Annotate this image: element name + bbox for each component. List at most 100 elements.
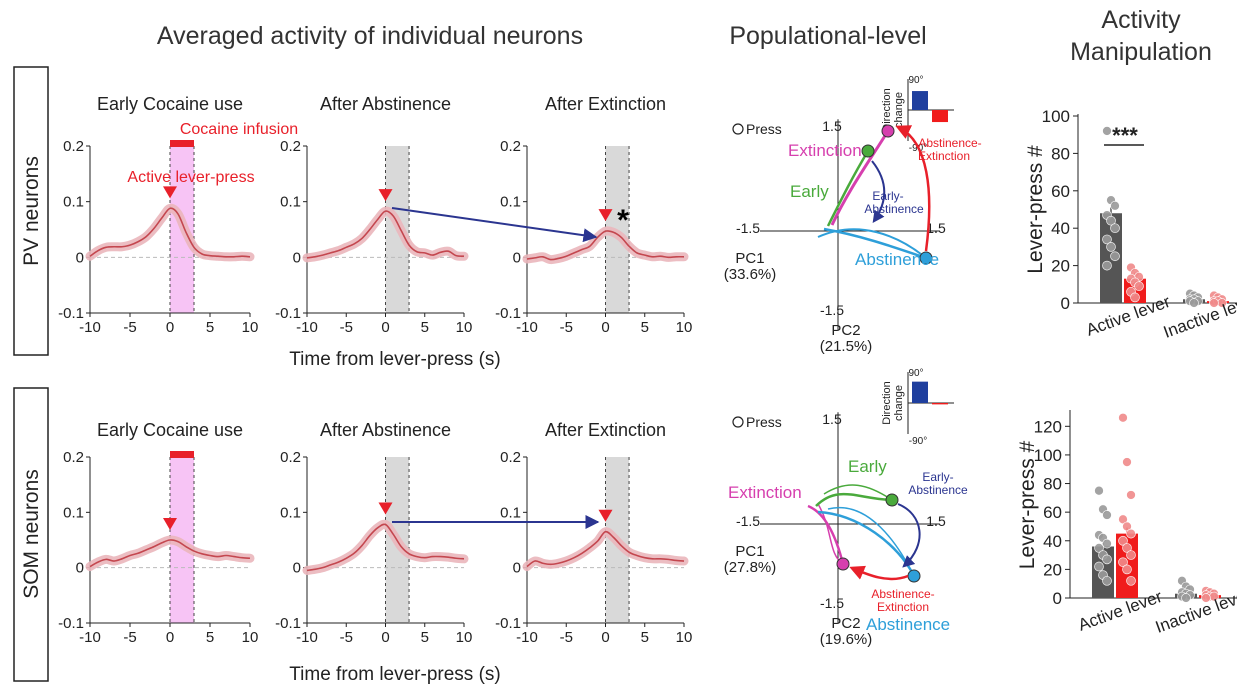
x-tick-label: -5 bbox=[340, 629, 353, 646]
bar-dot bbox=[1110, 251, 1120, 262]
header-manipulation-line1: Activity bbox=[1101, 6, 1181, 34]
press-legend-marker bbox=[732, 123, 744, 135]
x-tick-label: -10 bbox=[516, 629, 538, 646]
x-tick-label: 10 bbox=[456, 319, 473, 336]
early-point bbox=[861, 144, 875, 158]
panel-som-early-cocaine: Early Cocaine use 0.2 0.1 0 -0.1-10 -5 0 5 10 bbox=[58, 420, 258, 646]
bar-dot bbox=[1106, 215, 1116, 226]
abstinence-label: Abstinence bbox=[866, 615, 950, 634]
x-tick-label: 0 bbox=[381, 319, 389, 336]
bar-y-tick-label: 0 bbox=[1053, 589, 1062, 608]
y-tick-label: -0.1 bbox=[58, 615, 84, 632]
early-trajectory bbox=[826, 150, 870, 227]
bar-y-tick-label: 60 bbox=[1051, 182, 1070, 201]
pc1-pos-label: 1.5 bbox=[926, 220, 946, 236]
x-tick-label: 0 bbox=[166, 629, 174, 646]
x-tick-label: 0 bbox=[601, 319, 609, 336]
bar-dot bbox=[1102, 126, 1112, 136]
bar-y-tick-label: 60 bbox=[1043, 503, 1062, 522]
header-population: Populational-level bbox=[729, 22, 926, 50]
bar-dot bbox=[1126, 490, 1136, 500]
panel-pv-after-extinction: After Extinction 0.2 0.1 0 -0.1-10 -5 0 5 10 bbox=[495, 94, 692, 336]
bar-dot bbox=[1201, 593, 1211, 603]
bar-dot bbox=[1110, 200, 1120, 211]
inset-bar-0 bbox=[912, 91, 928, 110]
bar-dot bbox=[1189, 298, 1199, 308]
y-tick-label: 0 bbox=[513, 249, 521, 266]
x-tick-label: 0 bbox=[166, 319, 174, 336]
abst-ext-label-2: Extinction bbox=[918, 149, 970, 163]
lever-press-marker bbox=[598, 209, 613, 222]
pv-significance-star: * bbox=[617, 204, 629, 237]
bar-dot bbox=[1094, 561, 1104, 572]
cocaine-infusion-label: Cocaine infusion bbox=[180, 121, 298, 138]
pc2-percent: (19.6%) bbox=[820, 631, 873, 648]
bar-dot bbox=[1102, 234, 1112, 245]
x-tick-label: 10 bbox=[676, 319, 693, 336]
x-tick-label: 5 bbox=[206, 319, 214, 336]
extinction-trajectory bbox=[830, 130, 890, 226]
bar-y-tick-label: 100 bbox=[1034, 446, 1062, 465]
x-tick-label: 10 bbox=[456, 629, 473, 646]
early-abstinence-label-1: Early- bbox=[922, 470, 953, 484]
inset-top-label: 90° bbox=[908, 368, 923, 379]
lever-press-marker bbox=[378, 189, 393, 202]
pc1-neg-label: -1.5 bbox=[736, 513, 760, 529]
inset-bar-0 bbox=[912, 381, 928, 403]
early-abstinence-arrow bbox=[871, 160, 886, 223]
panel-title: After Abstinence bbox=[320, 94, 451, 114]
pc1-label: PC1 bbox=[735, 543, 764, 560]
bar-y-tick-label: 20 bbox=[1051, 257, 1070, 276]
pc2-label: PC2 bbox=[831, 615, 860, 632]
y-tick-label: 0.1 bbox=[63, 504, 84, 521]
mean-trace bbox=[526, 530, 685, 568]
cocaine-infusion-bar bbox=[170, 451, 194, 458]
bar-dot bbox=[1181, 593, 1191, 603]
inset-top-label: 90° bbox=[908, 75, 923, 86]
x-tick-label: -10 bbox=[79, 629, 101, 646]
cocaine-infusion-bar bbox=[170, 140, 194, 147]
y-tick-label: 0.1 bbox=[63, 194, 84, 211]
pc2-label: PC2 bbox=[831, 322, 860, 339]
early-trajectory-2 bbox=[823, 484, 893, 501]
inset-ylabel-2: change bbox=[893, 385, 905, 421]
panel-som-after-abstinence: After Abstinence 0.2 0.1 0 -0.1-10 -5 0 5 10 bbox=[275, 420, 472, 646]
mean-trace bbox=[306, 523, 465, 572]
x-tick-label: 10 bbox=[242, 319, 259, 336]
bar-dot bbox=[1102, 554, 1112, 565]
row-label-som: SOM neurons bbox=[13, 387, 49, 682]
abstinence-point bbox=[907, 569, 921, 583]
header-averaged: Averaged activity of individual neurons bbox=[157, 22, 583, 50]
y-tick-label: 0 bbox=[513, 560, 521, 577]
bar-y-tick-label: 80 bbox=[1051, 144, 1070, 163]
press-legend-label: Press bbox=[746, 121, 782, 137]
bar-dot bbox=[1126, 575, 1136, 586]
abst-ext-label-1: Abstinence- bbox=[871, 587, 934, 601]
lever-press-marker bbox=[163, 186, 177, 199]
press-legend-marker bbox=[732, 416, 744, 428]
panel-title: After Extinction bbox=[545, 94, 666, 114]
abstinence-extinction-arrow bbox=[895, 125, 931, 252]
bar-dot bbox=[1126, 528, 1136, 539]
press-legend-label: Press bbox=[746, 414, 782, 430]
inset-bar-1 bbox=[932, 403, 948, 405]
x-tick-label: 5 bbox=[206, 629, 214, 646]
pc2-pos-label: 1.5 bbox=[822, 118, 842, 134]
y-tick-label: 0.1 bbox=[280, 194, 301, 211]
x-tick-label: 0 bbox=[381, 629, 389, 646]
bar-dot bbox=[1102, 260, 1112, 271]
pc1-neg-label: -1.5 bbox=[736, 220, 760, 236]
abstinence-trajectory-2 bbox=[817, 228, 927, 259]
bar-dot bbox=[1209, 298, 1219, 308]
xlabel-bottom: Time from lever-press (s) bbox=[289, 664, 500, 685]
early-abstinence-label-1: Early- bbox=[872, 189, 903, 203]
pc2-percent: (21.5%) bbox=[820, 338, 873, 355]
early-abstinence-arrow bbox=[897, 503, 921, 568]
pc1-percent: (33.6%) bbox=[724, 266, 777, 283]
y-tick-label: 0.1 bbox=[280, 504, 301, 521]
xlabel-top: Time from lever-press (s) bbox=[289, 349, 500, 370]
x-tick-label: 10 bbox=[242, 629, 259, 646]
x-tick-label: 5 bbox=[421, 629, 429, 646]
